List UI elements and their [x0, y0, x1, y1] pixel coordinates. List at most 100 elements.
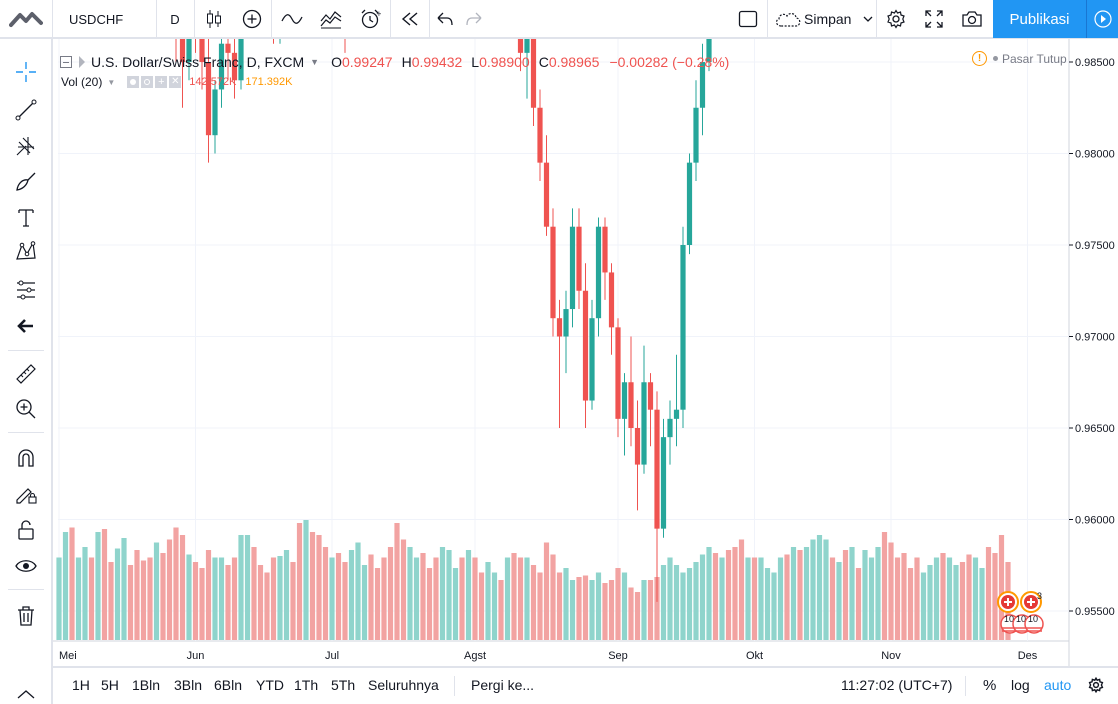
symbol-title[interactable]: U.S. Dollar/Swiss Franc, D, FXCM	[91, 54, 305, 70]
open-value: 0.99247	[341, 54, 393, 70]
cloud-icon	[775, 12, 801, 27]
financials-icon[interactable]	[312, 0, 350, 38]
replay-rewind-icon[interactable]	[391, 0, 429, 38]
candle-body	[205, 62, 212, 136]
volume-bar	[907, 568, 914, 640]
prediction-tools-icon[interactable]	[8, 275, 44, 305]
undo-icon[interactable]	[430, 0, 460, 38]
fullscreen-icon[interactable]	[915, 0, 953, 38]
volume-label[interactable]: Vol (20)	[61, 75, 103, 89]
settings-small-icon[interactable]	[141, 76, 154, 88]
low-value: 0.98900	[479, 54, 530, 70]
volume-bar	[998, 535, 1005, 640]
volume-bar	[764, 568, 771, 640]
candle-body	[517, 39, 524, 53]
brush-icon[interactable]	[8, 167, 44, 197]
redo-icon[interactable]	[460, 0, 488, 38]
save-button[interactable]: Simpan	[768, 0, 876, 38]
interval-button[interactable]: D	[170, 11, 180, 27]
event-flag-label: 10	[1004, 614, 1014, 624]
volume-bar	[940, 553, 946, 640]
indicators-icon[interactable]	[272, 0, 312, 38]
chart-style-candles-icon[interactable]	[195, 0, 233, 38]
event-count-badge: 3	[1037, 591, 1042, 601]
volume-bar	[621, 572, 628, 640]
lock-drawing-icon[interactable]	[8, 479, 44, 509]
price-chart[interactable]: 0.98500 0.98000 0.97500 0.97000 0.96500 0.960…	[53, 39, 1118, 666]
range-button-1h[interactable]: 1H	[72, 677, 90, 693]
layout-square-icon[interactable]	[729, 0, 767, 38]
publish-menu-button[interactable]	[1086, 0, 1118, 38]
price-axis[interactable]	[1069, 39, 1118, 666]
symbol-search-button[interactable]: USDCHF	[69, 11, 124, 27]
volume-bar	[777, 557, 784, 640]
volume-bar	[75, 557, 82, 640]
auto-scale-toggle[interactable]: auto	[1044, 677, 1072, 693]
publish-button[interactable]: Publikasi	[993, 0, 1086, 38]
zoom-in-icon[interactable]	[8, 394, 44, 424]
collapse-legend-icon[interactable]	[60, 56, 72, 68]
settings-gear-icon[interactable]	[877, 0, 915, 38]
series-flag-icon	[79, 56, 85, 68]
status-dot-icon	[993, 56, 998, 61]
range-button-1bln[interactable]: 1Bln	[132, 677, 161, 693]
volume-bar	[316, 535, 322, 640]
volume-bar	[420, 553, 426, 640]
volume-bar	[478, 572, 485, 640]
ruler-icon[interactable]	[8, 359, 44, 389]
volume-legend: Vol (20) ▼ + ✕ 142.572K 171.392K	[61, 74, 293, 90]
goto-date-button[interactable]: Pergi ke...	[471, 677, 535, 693]
magnet-icon[interactable]	[8, 443, 44, 473]
volume-bar	[530, 565, 537, 640]
camera-icon[interactable]	[953, 0, 991, 38]
crosshair-icon[interactable]	[8, 57, 44, 87]
range-button-seluruhnya[interactable]: Seluruhnya	[368, 677, 439, 693]
visibility-icon[interactable]	[127, 76, 140, 88]
chevron-up-icon[interactable]	[8, 684, 44, 704]
legend-menu-chevron-icon[interactable]: ▼	[310, 57, 320, 67]
volume-bar	[322, 547, 329, 640]
log-scale-toggle[interactable]: log	[1011, 677, 1030, 693]
candle-body	[628, 382, 634, 428]
candle-body	[225, 43, 231, 53]
candle-body	[218, 43, 225, 90]
remove-icon[interactable]: ✕	[169, 76, 182, 88]
alert-clock-icon[interactable]: +	[350, 0, 390, 38]
chart-settings-gear-icon[interactable]	[1088, 668, 1104, 702]
trash-icon[interactable]	[8, 601, 44, 631]
high-label: H	[401, 54, 412, 70]
text-tool-icon[interactable]	[8, 202, 44, 232]
volume-bar	[836, 562, 842, 640]
range-button-1th[interactable]: 1Th	[294, 677, 319, 693]
tradingview-logo-icon[interactable]	[0, 0, 52, 38]
eye-icon[interactable]	[8, 551, 44, 581]
trend-line-icon[interactable]	[8, 95, 44, 125]
fib-pitchfork-icon[interactable]	[8, 131, 44, 161]
back-arrow-icon[interactable]	[8, 311, 44, 341]
percent-scale-toggle[interactable]: %	[983, 676, 997, 694]
range-button-ytd[interactable]: YTD	[256, 677, 284, 693]
pattern-icon[interactable]	[8, 237, 44, 267]
candle-body	[543, 162, 550, 227]
price-tick-label: 0.95500	[1075, 606, 1115, 618]
volume-value: 142.572K	[189, 76, 237, 88]
compare-add-icon[interactable]	[233, 0, 271, 38]
chart-pane[interactable]: 0.98500 0.98000 0.97500 0.97000 0.96500 0.960…	[53, 39, 1118, 666]
range-button-6bln[interactable]: 6Bln	[214, 677, 243, 693]
volume-bar	[602, 583, 608, 640]
candle-body	[537, 107, 543, 163]
volume-bar	[238, 535, 244, 640]
unlock-icon[interactable]	[8, 515, 44, 545]
market-status[interactable]: ! Pasar Tutup	[972, 51, 1067, 66]
volume-bar	[849, 547, 855, 640]
range-button-3bln[interactable]: 3Bln	[174, 677, 203, 693]
volume-menu-chevron-icon[interactable]: ▼	[107, 77, 116, 87]
volume-bar	[634, 592, 641, 640]
candle-body	[179, 39, 186, 63]
range-button-5th[interactable]: 5Th	[331, 677, 356, 693]
range-button-5h[interactable]: 5H	[101, 677, 119, 693]
clock-timezone[interactable]: 11:27:02 (UTC+7)	[841, 677, 953, 693]
volume-bar	[576, 577, 582, 640]
volume-controls: + ✕	[127, 76, 182, 88]
source-icon[interactable]: +	[155, 76, 168, 88]
